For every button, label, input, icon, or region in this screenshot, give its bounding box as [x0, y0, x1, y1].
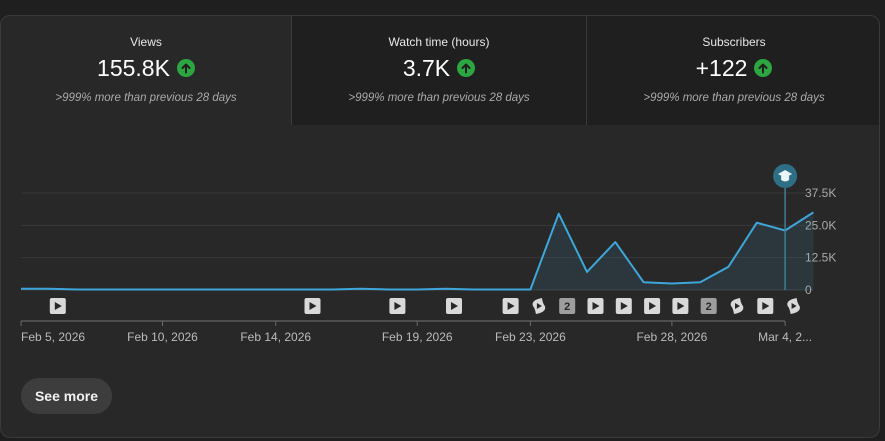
analytics-card: Views 155.8K >999% more than previous 28… [0, 15, 880, 438]
shorts-play [536, 303, 542, 309]
y-tick-label: 25.0K [805, 218, 836, 232]
play-icon [54, 302, 62, 310]
play-icon [620, 302, 628, 310]
views-value-row: 155.8K [97, 54, 195, 82]
shorts-play [735, 303, 740, 309]
count-badge-label: 2 [706, 301, 712, 313]
series-line [21, 211, 814, 291]
watch-time-value-row: 3.7K [402, 54, 476, 82]
series-area [21, 212, 814, 290]
x-tick-label: Feb 23, 2026 [495, 330, 566, 344]
arrow-up-circle-icon [457, 59, 476, 77]
tab-watch-time[interactable]: Watch time (hours) 3.7K >999% more than … [291, 16, 586, 125]
views-value: 155.8K [97, 55, 170, 81]
y-tick-label: 37.5K [805, 186, 836, 200]
tab-subscribers[interactable]: Subscribers +122 >999% more than previou… [586, 16, 879, 125]
video-event-icon [502, 298, 519, 314]
subscribers-label: Subscribers [702, 35, 766, 49]
subscribers-compare: >999% more than previous 28 days [643, 92, 825, 104]
count-event-badge: 2 [559, 298, 576, 314]
video-event-icon [615, 298, 632, 314]
x-tick-label: Feb 14, 2026 [240, 330, 311, 344]
tab-views[interactable]: Views 155.8K >999% more than previous 28… [1, 16, 291, 125]
play-icon [507, 302, 515, 310]
subscribers-value-row: +122 [696, 54, 773, 82]
play-icon [451, 302, 458, 310]
x-tick-label: Mar 4, 2... [758, 330, 812, 344]
play-icon [592, 302, 600, 310]
shorts-play [791, 303, 797, 309]
play-icon [762, 302, 770, 310]
watch-time-value: 3.7K [402, 55, 451, 81]
video-event-icon [672, 298, 689, 314]
x-tick-label: Feb 28, 2026 [637, 330, 708, 344]
y-tick-label: 0 [805, 283, 812, 297]
play-icon [677, 302, 685, 310]
arrow-up-circle-icon [754, 59, 773, 77]
shorts-event-icon [787, 298, 800, 314]
count-badge-box [559, 298, 576, 314]
video-event-icon [304, 298, 321, 314]
play-icon [649, 302, 657, 310]
play-icon [394, 302, 402, 310]
count-badge-label: 2 [564, 301, 570, 313]
video-event-icon [587, 298, 604, 314]
see-more-button[interactable]: See more [21, 378, 112, 414]
watch-time-label: Watch time (hours) [388, 35, 490, 49]
shorts-event-icon [532, 298, 546, 314]
play-icon [309, 302, 317, 310]
subscribers-value: +122 [695, 55, 748, 81]
x-tick-label: Feb 5, 2026 [21, 330, 85, 344]
video-event-icon [644, 298, 661, 314]
graduation-cap-icon [778, 170, 793, 182]
views-chart: 0 12.5K 25.0K 37.5K 2 2 Feb 5, 2026 Feb 10, 202… [20, 164, 836, 344]
x-tick-label: Feb 19, 2026 [382, 330, 453, 344]
video-event-icon [446, 298, 462, 314]
y-tick-label: 12.5K [805, 251, 836, 265]
shorts-event-icon [730, 298, 744, 314]
cap-band [781, 176, 790, 182]
watch-time-compare: >999% more than previous 28 days [348, 92, 530, 104]
views-compare: >999% more than previous 28 days [55, 92, 237, 104]
video-event-icon [49, 298, 66, 314]
metric-tabs: Views 155.8K >999% more than previous 28… [1, 16, 879, 125]
count-badge-box [700, 298, 717, 314]
video-event-icon [389, 298, 406, 314]
arrow-up-circle-icon [176, 59, 195, 77]
views-label: Views [130, 35, 162, 49]
x-tick-label: Feb 10, 2026 [127, 330, 198, 344]
count-event-badge: 2 [700, 298, 717, 314]
video-event-icon [757, 298, 774, 314]
